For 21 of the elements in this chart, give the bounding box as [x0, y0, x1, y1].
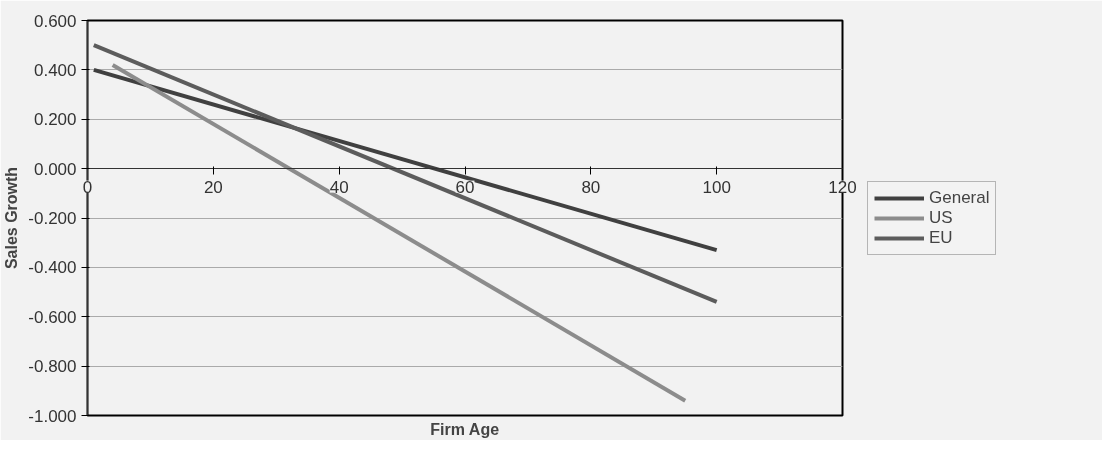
legend-label: EU: [929, 227, 953, 248]
y-axis-title: Sales Growth: [3, 166, 21, 270]
y-tick-label: -0.200: [28, 209, 77, 228]
y-tick-label: 0.600: [33, 11, 77, 31]
y-tick-label: -0.600: [28, 307, 77, 327]
x-tick-label: 20: [203, 177, 223, 197]
legend-label: General: [929, 187, 990, 208]
x-tick-label: 80: [581, 177, 601, 197]
x-tick-label: 120: [828, 177, 857, 197]
x-tick-label: 100: [702, 177, 731, 197]
y-tick-label: 0.200: [33, 110, 77, 130]
y-tick-label: 0.000: [33, 159, 77, 179]
y-tick-label: -1.000: [28, 406, 77, 426]
x-tick-label: 40: [329, 177, 349, 197]
legend-label: US: [929, 207, 953, 228]
y-tick-label: -0.800: [28, 357, 77, 377]
x-tick-label: 0: [82, 177, 93, 197]
x-tick-label: 60: [455, 177, 475, 197]
y-tick-label: 0.400: [33, 60, 77, 80]
y-tick-label: -0.400: [28, 258, 77, 278]
x-axis-title: Firm Age: [430, 420, 500, 438]
